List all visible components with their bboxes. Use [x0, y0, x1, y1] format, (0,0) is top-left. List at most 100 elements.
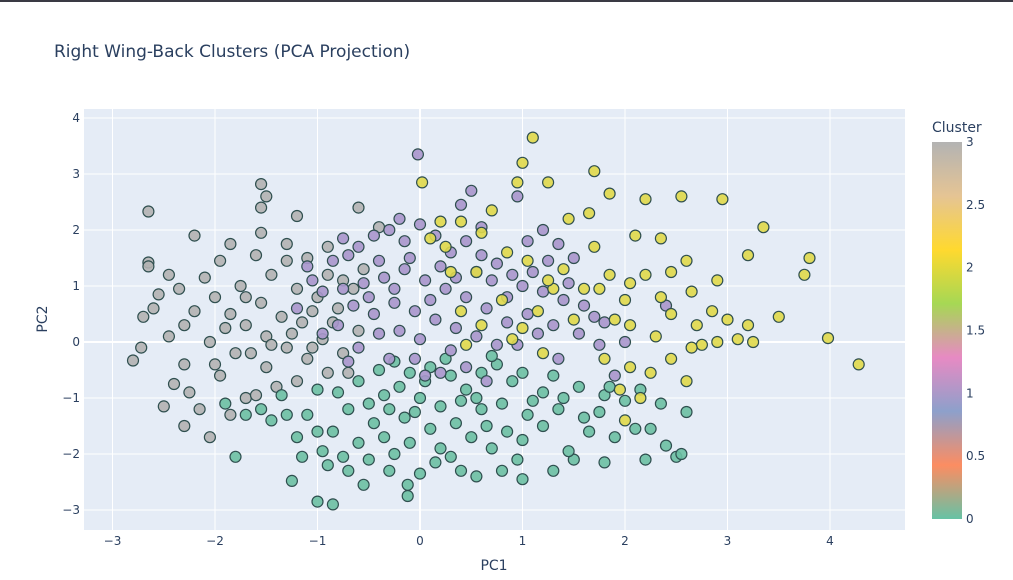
data-point[interactable]	[265, 268, 278, 281]
data-point[interactable]	[460, 338, 473, 351]
data-point[interactable]	[516, 366, 529, 379]
data-point[interactable]	[342, 249, 355, 262]
data-point[interactable]	[501, 246, 514, 259]
data-point[interactable]	[821, 332, 835, 345]
data-point[interactable]	[280, 237, 293, 251]
data-point[interactable]	[383, 464, 396, 477]
data-point[interactable]	[326, 425, 339, 438]
data-point[interactable]	[588, 240, 601, 253]
data-point[interactable]	[511, 190, 524, 203]
data-point[interactable]	[541, 176, 555, 189]
data-point[interactable]	[378, 431, 391, 444]
data-point[interactable]	[393, 380, 406, 393]
data-point[interactable]	[178, 419, 191, 433]
data-point[interactable]	[582, 425, 596, 438]
data-point[interactable]	[608, 313, 621, 326]
data-point[interactable]	[434, 366, 447, 379]
data-point[interactable]	[388, 296, 401, 309]
data-point[interactable]	[664, 265, 678, 279]
data-point[interactable]	[521, 307, 534, 321]
data-point[interactable]	[331, 319, 345, 332]
data-point[interactable]	[639, 193, 652, 206]
data-point[interactable]	[618, 335, 632, 349]
data-point[interactable]	[367, 417, 380, 430]
data-point[interactable]	[460, 235, 473, 248]
data-point[interactable]	[526, 394, 539, 407]
data-point[interactable]	[408, 305, 421, 318]
data-point[interactable]	[741, 319, 755, 332]
data-point[interactable]	[705, 305, 719, 318]
data-point[interactable]	[536, 419, 550, 433]
data-point[interactable]	[444, 344, 457, 357]
data-point[interactable]	[424, 232, 437, 245]
data-point[interactable]	[695, 338, 709, 351]
data-point[interactable]	[372, 327, 386, 340]
data-point[interactable]	[516, 156, 529, 169]
data-point[interactable]	[654, 291, 668, 304]
data-point[interactable]	[203, 431, 216, 444]
data-point[interactable]	[285, 474, 298, 487]
data-point[interactable]	[178, 319, 191, 332]
data-point[interactable]	[403, 436, 416, 449]
data-point[interactable]	[485, 349, 498, 363]
data-point[interactable]	[439, 282, 452, 295]
data-point[interactable]	[516, 279, 529, 293]
data-point[interactable]	[465, 184, 478, 197]
data-point[interactable]	[536, 285, 550, 298]
data-point[interactable]	[772, 310, 785, 323]
data-point[interactable]	[398, 263, 411, 276]
data-point[interactable]	[639, 268, 652, 281]
data-point[interactable]	[746, 335, 760, 349]
data-point[interactable]	[623, 277, 637, 290]
data-point[interactable]	[162, 268, 175, 281]
data-point[interactable]	[460, 291, 473, 304]
data-point[interactable]	[521, 408, 534, 421]
data-point[interactable]	[608, 431, 621, 444]
data-point[interactable]	[362, 397, 375, 410]
data-point[interactable]	[411, 148, 424, 161]
data-point[interactable]	[234, 279, 247, 293]
data-point[interactable]	[629, 229, 642, 242]
data-point[interactable]	[470, 391, 483, 405]
data-point[interactable]	[444, 450, 457, 463]
data-points[interactable]	[126, 131, 865, 511]
data-point[interactable]	[352, 341, 365, 354]
data-point[interactable]	[135, 341, 148, 354]
data-point[interactable]	[260, 190, 273, 203]
data-point[interactable]	[357, 277, 370, 290]
data-point[interactable]	[378, 389, 391, 402]
data-point[interactable]	[757, 221, 770, 234]
data-point[interactable]	[347, 282, 360, 295]
data-point[interactable]	[372, 363, 386, 377]
data-point[interactable]	[352, 324, 365, 337]
data-point[interactable]	[629, 422, 642, 435]
data-point[interactable]	[716, 193, 729, 206]
data-point[interactable]	[224, 408, 237, 421]
data-point[interactable]	[296, 450, 309, 463]
data-point[interactable]	[229, 347, 242, 360]
data-point[interactable]	[306, 274, 319, 287]
data-point[interactable]	[490, 338, 503, 351]
data-point[interactable]	[342, 355, 355, 368]
data-point[interactable]	[618, 414, 632, 427]
data-point[interactable]	[454, 198, 468, 211]
data-point[interactable]	[485, 204, 498, 217]
data-point[interactable]	[480, 419, 493, 433]
data-point[interactable]	[511, 176, 524, 189]
data-point[interactable]	[321, 459, 334, 472]
data-point[interactable]	[562, 212, 575, 225]
data-point[interactable]	[126, 354, 140, 367]
data-point[interactable]	[260, 361, 273, 374]
data-point[interactable]	[378, 271, 391, 284]
data-point[interactable]	[470, 265, 483, 279]
data-point[interactable]	[449, 321, 462, 335]
data-point[interactable]	[214, 369, 227, 382]
data-point[interactable]	[506, 375, 519, 388]
data-point[interactable]	[439, 240, 452, 253]
data-point[interactable]	[588, 310, 601, 323]
data-point[interactable]	[506, 268, 519, 281]
data-point[interactable]	[342, 403, 355, 416]
data-point[interactable]	[593, 282, 606, 295]
data-point[interactable]	[337, 282, 350, 295]
data-point[interactable]	[623, 319, 637, 332]
